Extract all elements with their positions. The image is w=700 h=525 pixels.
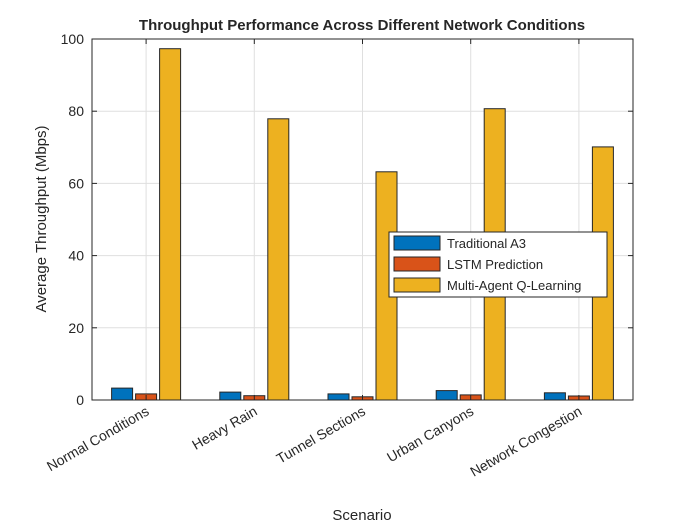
legend: Traditional A3 LSTM Prediction Multi-Age… (388, 231, 608, 298)
y-tick-label: 0 (76, 392, 84, 408)
bar-traditional-a3-normal-conditions (111, 387, 134, 401)
chart-title: Throughput Performance Across Different … (139, 17, 585, 34)
bar-multi-agent-q-learning-heavy-rain (267, 118, 290, 401)
legend-swatch-traditional-a3 (393, 235, 441, 251)
y-tick-label: 100 (61, 31, 85, 47)
bar-traditional-a3-tunnel-sections (327, 393, 350, 401)
y-axis-label: Average Throughput (Mbps) (33, 125, 50, 312)
x-tick-label-network-congestion: Network Congestion (467, 403, 584, 480)
y-tick-label: 80 (68, 103, 84, 119)
legend-label-lstm-prediction: LSTM Prediction (447, 257, 543, 272)
y-tick-label: 20 (68, 320, 84, 336)
legend-swatch-lstm-prediction (393, 256, 441, 272)
x-tick-label-urban-canyons: Urban Canyons (384, 403, 476, 465)
bar-traditional-a3-urban-canyons (435, 390, 458, 401)
legend-label-traditional-a3: Traditional A3 (447, 236, 526, 251)
bar-traditional-a3-network-congestion (543, 392, 566, 401)
x-tick-label-heavy-rain: Heavy Rain (189, 403, 260, 453)
legend-swatch-multi-agent-q-learning (393, 277, 441, 293)
y-axis-ticks: 0 20 40 60 80 100 (61, 31, 633, 408)
x-tick-label-normal-conditions: Normal Conditions (44, 403, 152, 474)
bar-traditional-a3-heavy-rain (219, 391, 242, 401)
grid (92, 39, 633, 400)
bar-multi-agent-q-learning-normal-conditions (159, 48, 182, 401)
x-axis-label: Scenario (332, 507, 391, 524)
legend-label-multi-agent-q-learning: Multi-Agent Q-Learning (447, 278, 581, 293)
y-tick-label: 40 (68, 248, 84, 264)
x-tick-label-tunnel-sections: Tunnel Sections (274, 403, 368, 467)
y-tick-label: 60 (68, 175, 84, 191)
